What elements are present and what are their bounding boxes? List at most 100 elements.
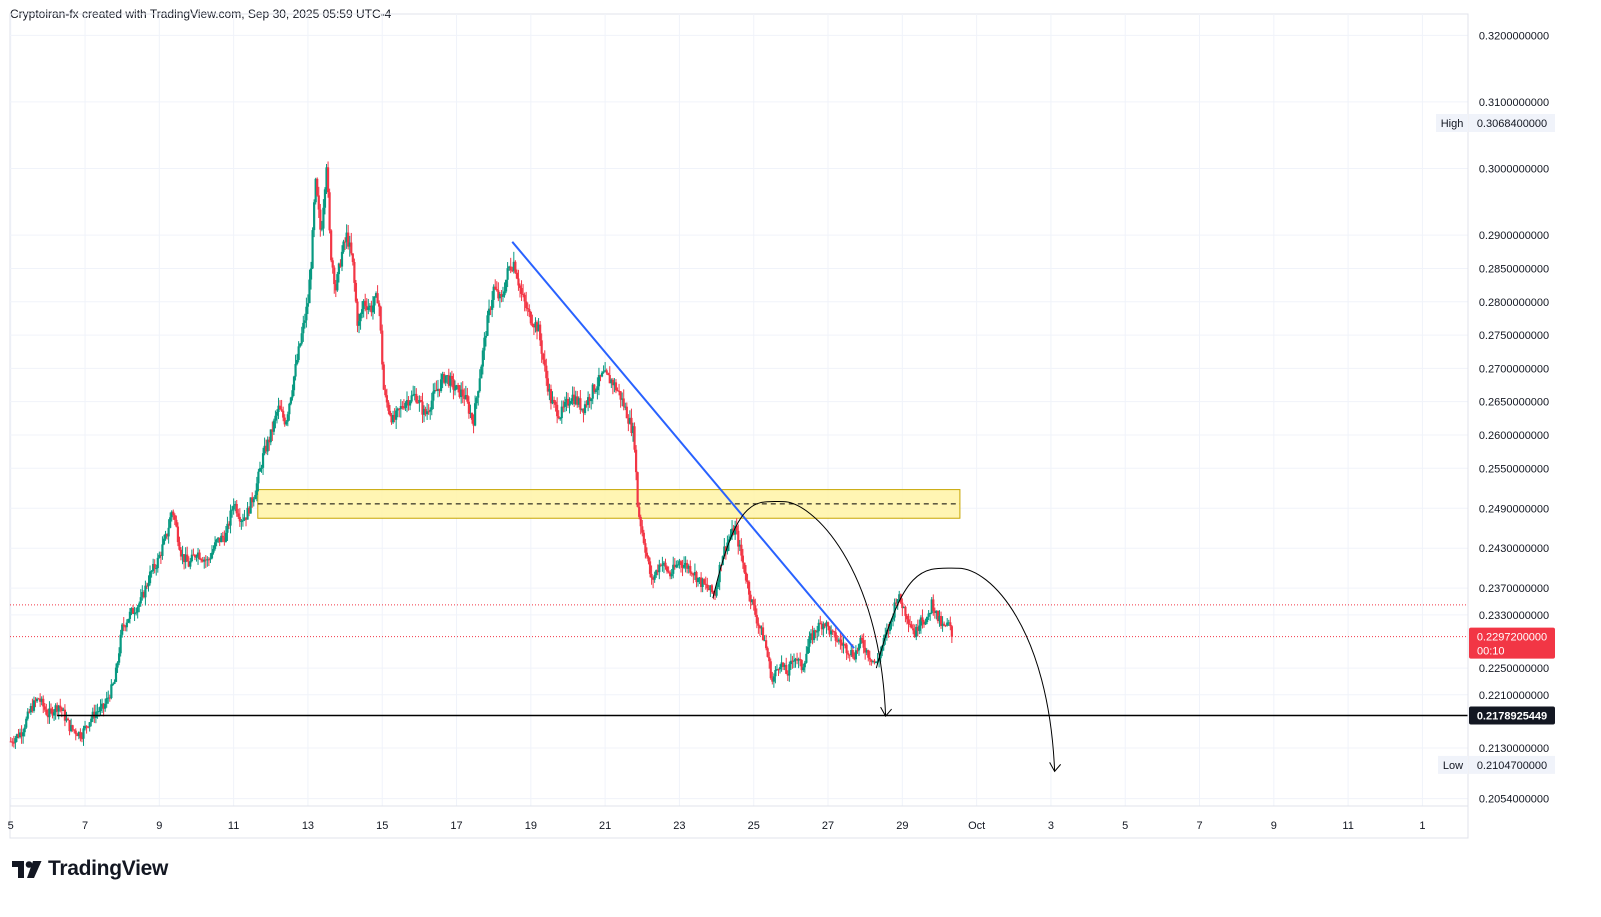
candle-body [401, 406, 404, 408]
candle-body [893, 602, 896, 618]
candle-body [946, 622, 949, 626]
candle-body [744, 572, 748, 581]
candle-body [396, 408, 399, 411]
y-tick-label: 0.2650000000 [1479, 397, 1549, 409]
candle-body [269, 429, 272, 443]
candle-body [384, 389, 387, 396]
x-tick-label: 27 [822, 820, 834, 832]
candle-body [520, 287, 523, 294]
y-tick-label: 0.2700000000 [1479, 363, 1549, 375]
current-price-value: 0.2297200000 [1477, 632, 1547, 644]
candle-body [12, 742, 15, 744]
candle-body [713, 593, 717, 596]
candle-body [131, 608, 135, 614]
candle-body [429, 409, 432, 412]
candle-body [104, 703, 107, 709]
candle-body [83, 725, 87, 729]
candle-body [761, 627, 765, 641]
candle-body [9, 741, 12, 743]
candle-body [260, 467, 263, 469]
candle-body [604, 370, 607, 372]
x-tick-label: 5 [8, 820, 14, 832]
candle-body [747, 581, 751, 595]
chart-drawings [57, 241, 1468, 773]
candle-body [297, 346, 300, 361]
candle-body [839, 639, 842, 643]
candle-body [20, 732, 23, 737]
candle-body [413, 393, 416, 395]
candle-body [754, 605, 757, 615]
y-tick-label: 0.2800000000 [1479, 297, 1549, 309]
high-value: 0.3068400000 [1477, 118, 1547, 130]
candle-body [285, 421, 288, 425]
candle-body [582, 408, 585, 414]
candle-body [583, 404, 587, 414]
candle-body [179, 549, 183, 557]
candle-body [799, 658, 802, 661]
candle-body [757, 623, 760, 626]
candle-body [574, 396, 577, 405]
candle-body [475, 397, 478, 404]
candle-body [436, 388, 440, 392]
candle-body [421, 401, 424, 415]
candle-body [23, 727, 26, 733]
candle-body [266, 439, 269, 452]
candle-body [644, 543, 647, 553]
candle-body [523, 294, 526, 302]
candle-body [187, 561, 190, 567]
candle-body [464, 395, 467, 399]
high-value-bg [1469, 113, 1555, 132]
candle-body [766, 648, 769, 657]
candle-body [616, 390, 619, 392]
candle-body [845, 644, 848, 654]
candle-body [255, 483, 258, 495]
candle-body [472, 419, 475, 426]
candle-body [407, 400, 410, 406]
candle-body [602, 371, 605, 373]
candle-body [85, 725, 88, 727]
candle-body [322, 207, 325, 229]
candle-body [148, 571, 152, 584]
candle-body [826, 622, 830, 627]
candle-body [752, 599, 755, 606]
candle-body [238, 516, 241, 522]
candle-body [820, 623, 823, 630]
candle-body [300, 333, 303, 344]
candle-body [932, 599, 935, 611]
candle-body [497, 290, 500, 299]
candle-body [525, 301, 528, 309]
candle-body [186, 554, 189, 562]
candle-body [447, 375, 450, 386]
candle-body [746, 580, 749, 582]
candle-body [376, 293, 379, 304]
candle-body [830, 630, 833, 635]
candle-body [693, 572, 697, 576]
candle-body [785, 664, 788, 674]
candle-body [404, 403, 407, 408]
candle-body [600, 372, 604, 377]
candle-body [354, 282, 358, 302]
candle-body [257, 471, 260, 484]
candle-body [348, 242, 351, 247]
candle-body [249, 497, 252, 514]
x-tick-label: 29 [896, 820, 908, 832]
tradingview-logo[interactable]: TradingView [12, 857, 168, 881]
candle-body [856, 650, 859, 652]
candle-body [29, 705, 32, 713]
candle-body [441, 374, 444, 380]
candle-body [367, 307, 370, 310]
arrow-head [1049, 762, 1062, 773]
x-tick-label: Oct [968, 820, 985, 832]
candle-body [556, 404, 559, 417]
candle-body [248, 507, 251, 514]
candle-body [117, 653, 121, 663]
candle-body [887, 629, 890, 631]
candle-body [696, 577, 700, 583]
candle-body [452, 379, 455, 390]
candle-body [935, 610, 938, 614]
candle-body [328, 192, 331, 231]
candle-body [40, 698, 43, 702]
candle-body [271, 429, 274, 432]
candle-body [302, 322, 305, 334]
